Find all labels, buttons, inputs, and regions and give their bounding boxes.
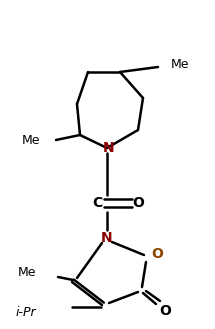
Text: N: N [103, 141, 115, 155]
Text: Me: Me [22, 134, 40, 146]
Text: O: O [151, 247, 163, 261]
Text: O: O [159, 304, 171, 318]
Text: N: N [101, 231, 113, 245]
Text: Me: Me [17, 266, 36, 279]
Text: O: O [132, 196, 144, 210]
Text: C: C [92, 196, 102, 210]
Text: Me: Me [171, 58, 189, 70]
Text: i-Pr: i-Pr [15, 306, 36, 318]
